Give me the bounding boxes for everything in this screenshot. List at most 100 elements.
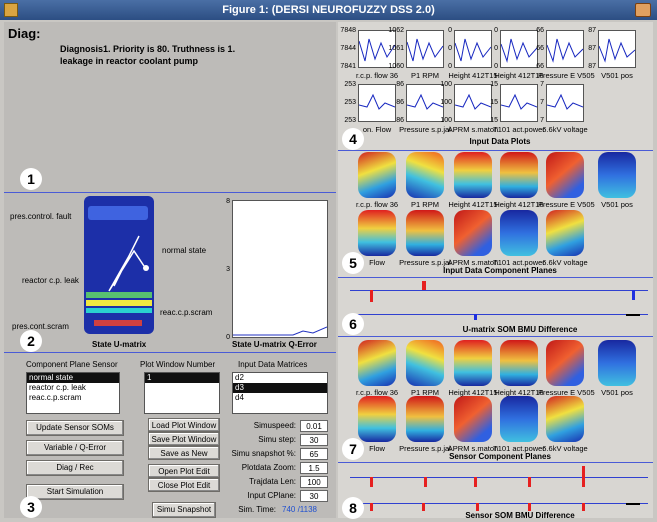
input-data-plot[interactable] (406, 84, 444, 122)
bmu-bar (370, 290, 373, 302)
save-as-new-button[interactable]: Save as New (148, 446, 220, 460)
section-badge-2: 2 (20, 330, 42, 352)
save-plot-window-button[interactable]: Save Plot Window (148, 432, 220, 446)
input-component-plane[interactable] (500, 152, 538, 198)
ytick: 7 (540, 117, 544, 124)
simtime-value: 740 /1138 (282, 505, 317, 514)
param-field[interactable]: 1.5 (300, 462, 328, 474)
simu-snapshot-button[interactable]: Simu Snapshot (152, 502, 216, 518)
input-data-plot[interactable] (500, 84, 538, 122)
input-data-plot[interactable] (358, 30, 396, 68)
sensor-component-plane[interactable] (454, 340, 492, 386)
ytick: 0 (448, 63, 452, 70)
input-data-plot[interactable] (546, 30, 584, 68)
param-label: Simu step: (258, 435, 296, 444)
param-field[interactable]: 0.01 (300, 420, 328, 432)
variable-qerror-button[interactable]: Variable / Q-Error (26, 440, 124, 456)
state-umatrix[interactable] (84, 196, 154, 334)
plane-label: Height 412T15 (448, 388, 498, 397)
minimize-button[interactable] (635, 3, 651, 17)
bmu-bar (474, 314, 477, 320)
start-simulation-button[interactable]: Start Simulation (26, 484, 124, 500)
plane-label: V501 pos (601, 388, 633, 397)
plane-label: T101 act.power (493, 258, 545, 267)
close-plot-edit-button[interactable]: Close Plot Edit (148, 478, 220, 492)
ytick: 15 (490, 117, 498, 124)
window-title-bar: Figure 1: (DERSI NEUROFUZZY DSS 2.0) (0, 0, 657, 20)
input-component-plane[interactable] (358, 152, 396, 198)
sensor-component-plane[interactable] (406, 340, 444, 386)
sensor-component-plane[interactable] (546, 340, 584, 386)
list-item[interactable]: reactor c.p. leak (29, 383, 86, 392)
ytick: 1062 (388, 27, 404, 34)
diagnosis-line-2: leakage in reactor coolant pump (60, 56, 199, 66)
list-item[interactable]: d2 (235, 373, 244, 382)
sensor-component-plane[interactable] (500, 396, 538, 442)
sensor-component-plane[interactable] (358, 340, 396, 386)
input-data-plot[interactable] (454, 30, 492, 68)
app-icon[interactable] (4, 3, 18, 17)
qerror-plot (232, 200, 328, 338)
qerror-ytick-bot: 0 (226, 334, 230, 341)
section-badge-1: 1 (20, 168, 42, 190)
update-sensor-soms-button[interactable]: Update Sensor SOMs (26, 420, 124, 436)
ytick: 7 (540, 81, 544, 88)
sensor-component-plane[interactable] (500, 340, 538, 386)
input-data-plot[interactable] (358, 84, 396, 122)
input-data-plot[interactable] (454, 84, 492, 122)
input-component-plane[interactable] (454, 152, 492, 198)
param-field[interactable]: 65 (300, 448, 328, 460)
list-item[interactable]: d3 (233, 383, 327, 393)
sensor-component-plane[interactable] (406, 396, 444, 442)
bmu-bar (424, 477, 427, 487)
input-component-plane[interactable] (598, 152, 636, 198)
input-component-plane[interactable] (546, 152, 584, 198)
plot-label: T101 act.power (493, 125, 545, 134)
sensor-component-plane[interactable] (546, 396, 584, 442)
trajectory-lines (108, 235, 149, 292)
bmu-bar (632, 290, 635, 300)
input-component-plane[interactable] (546, 210, 584, 256)
param-field[interactable]: 30 (300, 490, 328, 502)
divider (338, 336, 653, 337)
umatrix-title: State U-matrix (92, 340, 147, 349)
plane-label: P1 RPM (411, 388, 439, 397)
bmu-axis (350, 314, 648, 315)
input-component-plane[interactable] (406, 210, 444, 256)
input-component-plane[interactable] (358, 210, 396, 256)
input-component-plane[interactable] (406, 152, 444, 198)
load-plot-window-button[interactable]: Load Plot Window (148, 418, 220, 432)
list-item[interactable]: reac.c.p.scram (29, 393, 82, 402)
sensor-component-plane[interactable] (598, 340, 636, 386)
plane-label: V501 pos (601, 200, 633, 209)
diag-rec-button[interactable]: Diag / Rec (26, 460, 124, 476)
plane-label: 6.6kV voltage (542, 258, 588, 267)
ytick: 0 (448, 27, 452, 34)
list-item[interactable]: d4 (235, 393, 244, 402)
sensor-component-plane[interactable] (454, 396, 492, 442)
idm-header: Input Data Matrices (238, 360, 308, 369)
ytick: 253 (344, 81, 356, 88)
input-data-plot[interactable] (500, 30, 538, 68)
diagnosis-line-1: Diagnosis1. Priority is 80. Truthness is… (60, 44, 236, 54)
input-data-plot[interactable] (598, 30, 636, 68)
input-data-plot[interactable] (546, 84, 584, 122)
param-field[interactable]: 30 (300, 434, 328, 446)
section-badge-6: 6 (342, 313, 364, 335)
plot-label: 6.6kV voltage (542, 125, 588, 134)
ytick: 253 (344, 99, 356, 106)
list-item[interactable]: normal state (27, 373, 119, 383)
ytick: 15 (490, 99, 498, 106)
param-field[interactable]: 100 (300, 476, 328, 488)
input-data-matrices-list[interactable]: d2 d3 d4 (232, 372, 328, 414)
input-component-plane[interactable] (500, 210, 538, 256)
sensor-planes-title: Sensor Component Planes (449, 452, 551, 461)
list-item[interactable]: 1 (145, 373, 219, 383)
sensor-component-plane[interactable] (358, 396, 396, 442)
component-plane-sensor-list[interactable]: normal state reactor c.p. leak reac.c.p.… (26, 372, 120, 414)
input-component-plane[interactable] (454, 210, 492, 256)
qerror-ytick-top: 8 (226, 198, 230, 205)
input-data-plot[interactable] (406, 30, 444, 68)
open-plot-edit-button[interactable]: Open Plot Edit (148, 464, 220, 478)
plot-window-number-list[interactable]: 1 (144, 372, 220, 414)
